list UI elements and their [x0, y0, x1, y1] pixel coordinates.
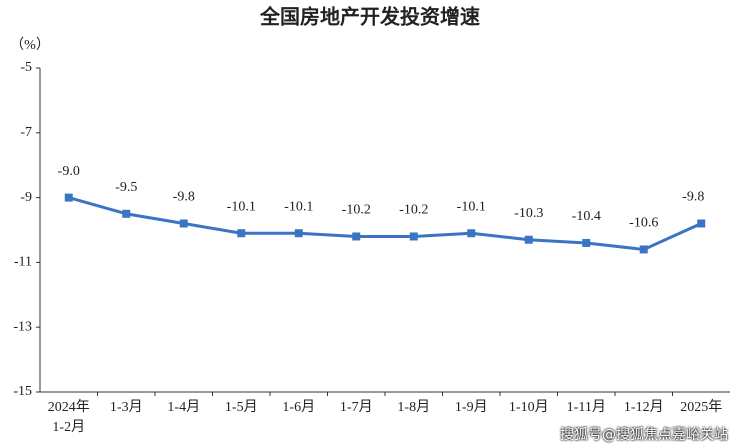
x-tick-label: 1-7月 [339, 400, 373, 415]
data-label: -10.2 [399, 203, 428, 218]
point [294, 229, 303, 238]
x-tick-label: 1-4月 [167, 400, 201, 415]
point [237, 229, 246, 238]
data-label: -10.2 [342, 203, 371, 218]
chart-title: 全国房地产开发投资增速 [259, 5, 480, 29]
x-tick-label: 1-11月 [566, 400, 606, 415]
data-label: -10.3 [514, 206, 543, 221]
x-tick-label: 1-10月 [508, 400, 549, 415]
x-tick-label: 1-8月 [397, 400, 431, 415]
x-tick-label: 1-12月 [623, 400, 664, 415]
x-tick-label: 2025年 [680, 400, 723, 415]
watermark: 搜狐号@搜狐焦点嘉峪关站 [560, 427, 728, 443]
data-label: -9.0 [58, 164, 80, 179]
data-label: -10.1 [227, 199, 256, 214]
point [352, 232, 361, 241]
x-tick-label: 2024年 1-2月 [47, 400, 90, 435]
y-tick-label: -9 [20, 190, 32, 205]
point [467, 229, 476, 238]
point [639, 245, 648, 254]
point [409, 232, 418, 241]
point [179, 219, 188, 228]
y-tick-label: -13 [13, 319, 32, 334]
data-label: -9.5 [115, 180, 137, 195]
data-label: -9.8 [682, 190, 704, 205]
point [122, 209, 131, 218]
data-label: -10.4 [572, 209, 601, 224]
x-tick-label: 1-9月 [454, 400, 488, 415]
y-tick-label: -7 [20, 125, 32, 140]
data-label: -10.1 [284, 199, 313, 214]
data-label: -9.8 [173, 190, 195, 205]
point [697, 219, 706, 228]
x-tick-label: 1-5月 [224, 400, 258, 415]
x-tick-label: 1-3月 [109, 400, 143, 415]
y-tick-label: -5 [20, 60, 32, 75]
y-axis-label: （%） [10, 37, 50, 53]
y-tick-label: -15 [13, 384, 32, 399]
point [64, 193, 73, 202]
point [524, 235, 533, 244]
data-label: -10.1 [457, 199, 486, 214]
y-tick-label: -11 [14, 255, 32, 270]
point [582, 238, 591, 247]
data-label: -10.6 [629, 216, 658, 231]
x-tick-label: 1-6月 [282, 400, 316, 415]
line [68, 196, 702, 251]
